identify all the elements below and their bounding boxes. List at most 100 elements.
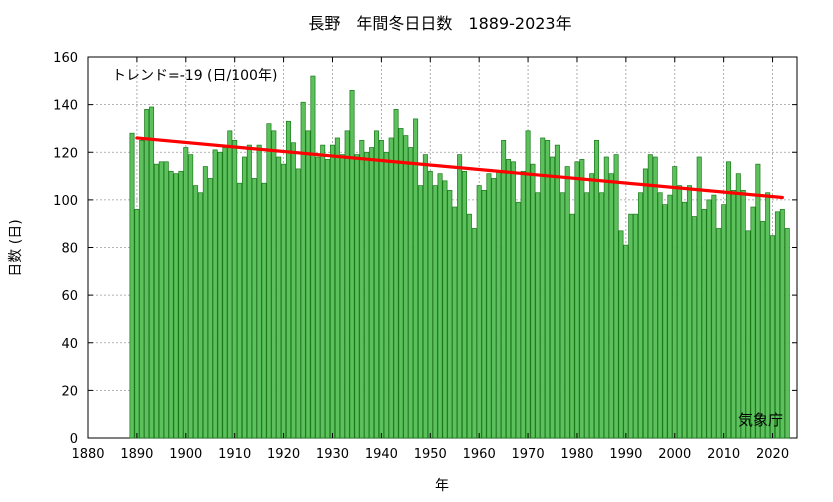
bar [364,151,370,439]
bar [437,173,443,439]
bar [520,170,526,439]
bar [168,170,174,439]
bar [369,147,375,439]
bar [471,228,477,439]
bar [770,235,776,439]
bar [486,173,492,439]
bar [711,194,717,439]
y-tick-label: 20 [61,384,78,399]
bar [305,130,311,439]
bar [691,216,697,439]
bar [408,147,414,439]
bar [457,154,463,439]
bar [266,123,272,439]
x-tick-label: 1920 [267,447,300,462]
bar [779,209,785,439]
bar [442,180,448,439]
bar [501,139,507,439]
bar [217,151,223,439]
bar [496,170,502,439]
x-tick-label: 2000 [658,447,691,462]
y-tick-label: 60 [61,289,78,304]
bar [256,144,262,439]
x-tick-label: 1890 [120,447,153,462]
bar [202,166,208,439]
bar [329,144,335,439]
bar [339,154,345,439]
bar [515,201,521,439]
bar [134,209,140,439]
bar [193,185,199,439]
bar [701,209,707,439]
bar [158,161,164,439]
bar [569,213,575,439]
bar [153,163,159,439]
y-tick-label: 80 [61,242,78,257]
bar [388,137,394,439]
bar [261,182,267,439]
bar [765,192,771,439]
bar [315,156,321,439]
bar [344,130,350,439]
bar [638,192,644,439]
bar [197,192,203,439]
bar [481,190,487,439]
bar [462,170,468,439]
bar [476,185,482,439]
bar [682,201,688,439]
bar [271,130,277,439]
x-tick-label: 1930 [316,447,349,462]
x-tick-label: 1990 [609,447,642,462]
x-tick-label: 1900 [169,447,202,462]
bar [662,204,668,439]
x-tick-label: 1970 [512,447,545,462]
x-tick-label: 1980 [560,447,593,462]
bar [721,204,727,439]
y-tick-label: 100 [53,194,78,209]
bar [129,132,135,439]
bar [760,220,766,439]
bars [129,75,790,439]
bar [672,166,678,439]
bar [281,163,287,439]
bar [603,156,609,439]
bar [432,185,438,439]
bar [510,161,516,439]
bar [657,192,663,439]
bar [144,109,150,439]
bar [398,128,404,439]
bar [320,144,326,439]
bar [418,185,424,439]
bar [276,156,282,439]
bar [403,135,409,439]
bar [652,156,658,439]
bar [325,159,331,439]
bar [540,137,546,439]
x-axis-label: 年 [435,478,449,494]
bar [633,213,639,439]
bar [393,109,399,439]
bar [716,228,722,439]
bar [207,178,213,439]
bar [491,178,497,439]
bar [618,230,624,439]
x-ticks: 1880 1890 1900 1910 1920 1930 1940 1950 1960 1970… [71,57,789,462]
bar [173,173,179,439]
bar [359,139,365,439]
bar [300,101,306,439]
bar [774,211,780,439]
bar [373,130,379,439]
x-tick-label: 1960 [463,447,496,462]
x-tick-label: 1940 [365,447,398,462]
trend-annotation: トレンド=-19 (日/100年) [112,68,277,84]
bar [149,106,155,439]
y-tick-label: 0 [70,432,78,447]
bar [784,228,790,439]
bar [579,159,585,439]
bar [506,159,512,439]
bar [564,166,570,439]
y-tick-label: 160 [53,51,78,66]
bar [550,156,556,439]
bar [530,163,536,439]
bar [354,154,360,439]
